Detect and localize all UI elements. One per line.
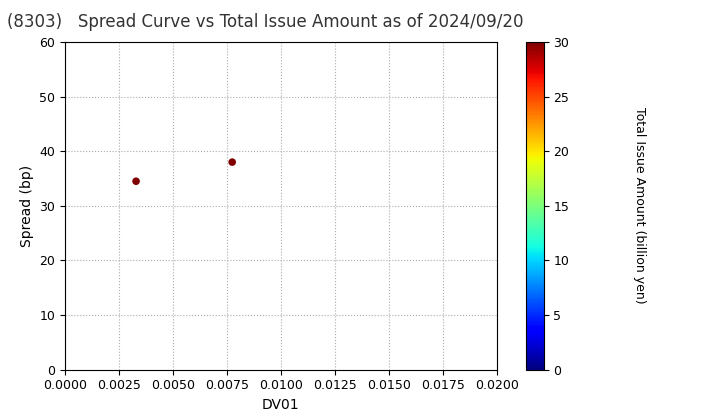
Y-axis label: Total Issue Amount (billion yen): Total Issue Amount (billion yen) (633, 108, 646, 304)
Text: (8303)   Spread Curve vs Total Issue Amount as of 2024/09/20: (8303) Spread Curve vs Total Issue Amoun… (7, 13, 523, 31)
Point (226, 159, 238, 165)
Point (130, 178, 142, 184)
Y-axis label: Spread (bp): Spread (bp) (19, 165, 34, 247)
X-axis label: DV01: DV01 (262, 398, 300, 412)
